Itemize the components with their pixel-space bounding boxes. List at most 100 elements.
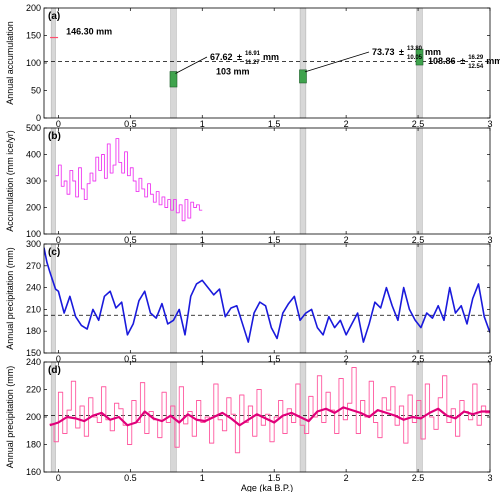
x-tick-label: 0.5: [124, 354, 137, 364]
annotation-upper: 16.91: [245, 51, 261, 57]
x-tick-label: 2: [344, 119, 349, 129]
series-line-1: [49, 406, 490, 427]
highlight-band: [299, 127, 307, 235]
annotation-unit: mm: [425, 47, 441, 57]
x-tick-label: 2.5: [412, 119, 425, 129]
data-point-2: [299, 69, 307, 84]
y-axis-label: Annual precipitation (mm): [5, 247, 15, 350]
y-axis-label: Annual precipitation (mm): [5, 366, 15, 469]
panel-label: (d): [48, 365, 61, 376]
series-line-0: [55, 138, 203, 222]
annotation-pm: ±: [237, 52, 242, 62]
x-tick-label: 1: [200, 354, 205, 364]
annotation-unit: mm: [263, 52, 279, 62]
x-tick-label: 1.5: [268, 473, 281, 483]
x-tick-label: 0.5: [124, 473, 137, 483]
highlight-band: [50, 361, 56, 473]
y-tick-label: 300: [26, 239, 41, 249]
y-tick-label: 0: [36, 113, 41, 123]
y-tick-label: 160: [26, 467, 41, 477]
annotation-upper: 16.29: [468, 55, 484, 61]
x-tick-label: 1: [200, 473, 205, 483]
annotation-value: 73.73: [372, 47, 395, 57]
panel-d: 160 180 200 220 240 0 0.5 1 1.5 2 2.5 3 (d) Annual pr…: [5, 357, 493, 492]
x-tick-label: 1.5: [268, 119, 281, 129]
y-tick-label: 240: [26, 357, 41, 367]
panel-c: 150 180 210 240 270 300 0 0.5 1 1.5 2 2.5 3 (c) Annual…: [5, 239, 493, 364]
highlight-band: [170, 7, 177, 119]
x-tick-label: 3: [487, 354, 492, 364]
annotation-lower: 12.54: [468, 64, 484, 70]
annotation-unit: mm: [486, 56, 500, 66]
y-tick-label: 400: [26, 150, 41, 160]
x-tick-label: 2: [344, 473, 349, 483]
x-tick-label: 2.5: [412, 235, 425, 245]
highlight-band: [170, 127, 177, 235]
highlight-band: [416, 127, 423, 235]
highlight-band: [50, 127, 56, 235]
annotation-lower: 10.05: [407, 55, 423, 61]
panel-label: (b): [48, 131, 61, 142]
y-tick-label: 220: [26, 385, 41, 395]
plot-area: [44, 247, 490, 343]
x-tick-label: 1: [200, 235, 205, 245]
annotation-pm: ±: [399, 47, 404, 57]
data-point-3: [415, 48, 424, 66]
x-tick-label: 1.5: [268, 354, 281, 364]
panel-label: (c): [48, 247, 60, 258]
y-tick-label: 200: [26, 3, 41, 13]
y-tick-label: 300: [26, 176, 41, 186]
highlight-band: [50, 243, 56, 354]
x-tick-label: 2.5: [412, 354, 425, 364]
y-tick-label: 200: [26, 203, 41, 213]
y-axis-label: Annual accumulation: [5, 21, 15, 105]
panel-label: (a): [48, 11, 60, 22]
x-tick-label: 2: [344, 354, 349, 364]
x-tick-label: 2: [344, 235, 349, 245]
y-tick-label: 180: [26, 440, 41, 450]
x-tick-label: 0: [56, 235, 61, 245]
x-tick-label: 0.5: [124, 235, 137, 245]
y-tick-label: 200: [26, 412, 41, 422]
x-tick-label: 2.5: [412, 473, 425, 483]
x-tick-label: 0.5: [124, 119, 137, 129]
y-tick-label: 180: [26, 326, 41, 336]
x-tick-label: 3: [487, 473, 492, 483]
x-tick-label: 1.5: [268, 235, 281, 245]
y-tick-label: 100: [26, 58, 41, 68]
annotation-lower: 11.27: [245, 60, 260, 66]
y-tick-label: 240: [26, 283, 41, 293]
panel-a: 0 50 100 150 200 0 0.5 1 1.5 2 2.5 3 (a) Annual accum…: [5, 3, 500, 129]
y-tick-label: 270: [26, 261, 41, 271]
highlight-band: [299, 7, 307, 119]
y-tick-label: 50: [31, 86, 41, 96]
highlight-band: [416, 243, 423, 354]
y-tick-label: 100: [26, 229, 41, 239]
y-axis-label: Accumulation (mm ice/yr): [5, 130, 15, 232]
x-tick-label: 0: [56, 354, 61, 364]
annotation-upper: 13.80: [407, 46, 423, 52]
annotation-value: 108.86: [428, 56, 456, 66]
y-tick-label: 150: [26, 348, 41, 358]
highlight-band: [170, 243, 177, 354]
annotation-pm: ±: [460, 56, 465, 66]
reference-line-label: 103 mm: [216, 66, 250, 76]
x-tick-label: 3: [487, 119, 492, 129]
annotation-value: 67.62: [210, 52, 233, 62]
annotation-leader: [304, 51, 370, 73]
axes-frame: [43, 243, 491, 354]
plot-area: [49, 367, 490, 454]
panel-b: 100 200 300 400 500 0 0.5 1 1.5 2 2.5 3 (b) Accumulat…: [5, 123, 493, 245]
series-line-0: [44, 247, 490, 343]
y-tick-label: 210: [26, 304, 41, 314]
x-tick-label: 3: [487, 235, 492, 245]
x-axis-label: Age (ka B.P.): [241, 483, 293, 492]
y-tick-label: 500: [26, 123, 41, 133]
y-tick-label: 150: [26, 31, 41, 41]
highlight-band: [299, 243, 307, 354]
x-tick-label: 0: [56, 119, 61, 129]
x-tick-label: 1: [200, 119, 205, 129]
data-point-1: [169, 71, 178, 88]
series-line-0: [49, 367, 490, 454]
